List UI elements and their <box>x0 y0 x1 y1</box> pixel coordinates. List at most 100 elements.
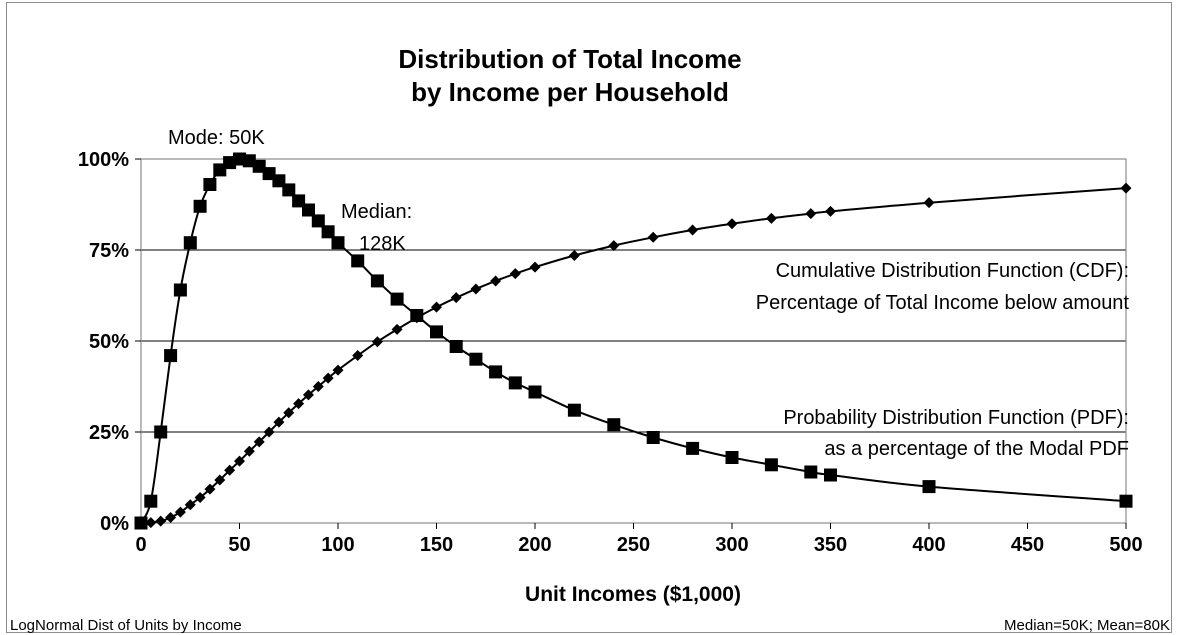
cdf-point-36 <box>765 212 777 224</box>
cdf-point-27 <box>470 283 482 295</box>
pdf-point-15 <box>282 183 296 197</box>
cdf-point-3 <box>165 512 177 524</box>
y-tick-label-1: 25% <box>89 422 129 444</box>
cdf-point-1 <box>145 517 157 529</box>
pdf-point-39 <box>922 480 936 494</box>
cdf-point-20 <box>332 364 344 376</box>
pdf-point-36 <box>764 458 778 472</box>
x-tick-label-3: 150 <box>420 534 453 556</box>
cdf-point-0 <box>135 517 147 529</box>
pdf-point-31 <box>567 403 581 417</box>
cdf-point-39 <box>923 197 935 209</box>
pdf-point-30 <box>528 385 542 399</box>
pdf-point-29 <box>508 376 522 390</box>
x-tick-label-1: 50 <box>228 534 250 556</box>
pdf-point-4 <box>173 283 187 297</box>
cdf-point-25 <box>431 301 442 313</box>
pdf-point-17 <box>302 203 315 217</box>
annotation-cdf-line-2: Percentage of Total Income below amount <box>756 292 1130 314</box>
cdf-point-37 <box>805 208 817 220</box>
y-tick-label-4: 100% <box>78 149 129 171</box>
x-tick-label-7: 350 <box>814 534 847 556</box>
cdf-point-38 <box>825 205 836 217</box>
cdf-point-23 <box>391 323 403 335</box>
pdf-point-25 <box>430 325 443 339</box>
cdf-point-6 <box>194 492 206 504</box>
pdf-point-9 <box>223 156 237 170</box>
x-axis: 0 50 100 150 200 250 300 350 400 450 500 <box>135 523 1143 556</box>
x-tick-label-4: 200 <box>518 534 551 556</box>
pdf-point-14 <box>272 174 286 188</box>
cdf-line <box>140 187 1127 524</box>
pdf-point-28 <box>489 365 503 379</box>
series-group <box>134 152 1133 530</box>
cdf-point-28 <box>490 275 502 287</box>
pdf-point-7 <box>203 178 217 191</box>
pdf-point-37 <box>804 465 818 479</box>
cdf-point-15 <box>283 407 295 419</box>
pdf-point-11 <box>242 154 256 168</box>
cdf-point-13 <box>263 426 275 438</box>
pdf-point-32 <box>607 418 621 432</box>
x-axis-label: Unit Incomes ($1,000) <box>525 583 741 606</box>
cdf-point-35 <box>726 218 738 230</box>
x-tick-label-6: 300 <box>715 534 748 556</box>
annotation-median-line-1: Median: <box>341 201 412 223</box>
pdf-point-20 <box>331 236 345 250</box>
cdf-point-22 <box>371 336 383 348</box>
cdf-point-33 <box>647 231 659 243</box>
cdf-point-40 <box>1120 182 1132 194</box>
cdf-point-14 <box>273 416 285 428</box>
pdf-point-18 <box>311 214 325 228</box>
pdf-point-19 <box>321 225 335 239</box>
pdf-point-16 <box>292 194 306 208</box>
pdf-point-33 <box>646 431 660 444</box>
pdf-point-8 <box>213 163 227 177</box>
cdf-point-2 <box>155 515 167 527</box>
pdf-point-22 <box>370 274 384 288</box>
annotation-mode: Mode: 50K <box>168 127 265 149</box>
pdf-point-1 <box>144 494 158 508</box>
cdf-point-9 <box>224 464 236 476</box>
x-tick-label-9: 450 <box>1011 534 1044 556</box>
x-tick-label-5: 250 <box>617 534 650 556</box>
pdf-point-34 <box>686 441 700 455</box>
annotation-cdf-line-1: Cumulative Distribution Function (CDF): <box>776 260 1129 282</box>
x-tick-label-8: 400 <box>912 534 945 556</box>
cdf-point-17 <box>302 389 314 401</box>
cdf-point-12 <box>253 436 265 448</box>
y-axis: 0% 25% 50% 75% 100% <box>78 149 141 535</box>
pdf-point-27 <box>469 352 483 366</box>
pdf-point-2 <box>154 425 168 439</box>
cdf-point-32 <box>608 240 620 252</box>
annotation-pdf-line-2: as a percentage of the Modal PDF <box>824 438 1129 460</box>
cdf-point-21 <box>352 350 364 362</box>
cdf-point-7 <box>204 483 216 495</box>
cdf-point-29 <box>509 268 521 280</box>
pdf-point-3 <box>164 349 178 363</box>
x-tick-label-2: 100 <box>321 534 354 556</box>
pdf-point-10 <box>233 152 246 166</box>
cdf-point-18 <box>312 381 324 392</box>
cdf-point-34 <box>687 224 699 236</box>
annotation-pdf-line-1: Probability Distribution Function (PDF): <box>783 407 1129 429</box>
chart-title-line-2: by Income per Household <box>411 77 729 107</box>
footer-right: Median=50K; Mean=80K <box>1004 617 1170 634</box>
chart-frame <box>6 2 1172 633</box>
x-tick-label-0: 0 <box>135 534 146 556</box>
cdf-point-30 <box>529 261 541 273</box>
cdf-point-31 <box>568 249 580 261</box>
chart-title-line-1: Distribution of Total Income <box>398 44 741 74</box>
y-tick-label-3: 75% <box>89 240 129 262</box>
pdf-point-23 <box>390 292 404 306</box>
cdf-point-11 <box>243 445 255 457</box>
pdf-point-12 <box>252 159 266 173</box>
pdf-point-13 <box>262 167 276 181</box>
cdf-point-4 <box>174 506 186 518</box>
pdf-point-6 <box>193 199 207 213</box>
cdf-point-26 <box>450 292 462 304</box>
y-tick-label-0: 0% <box>100 513 129 535</box>
cdf-point-8 <box>214 474 226 486</box>
cdf-point-16 <box>293 398 305 410</box>
